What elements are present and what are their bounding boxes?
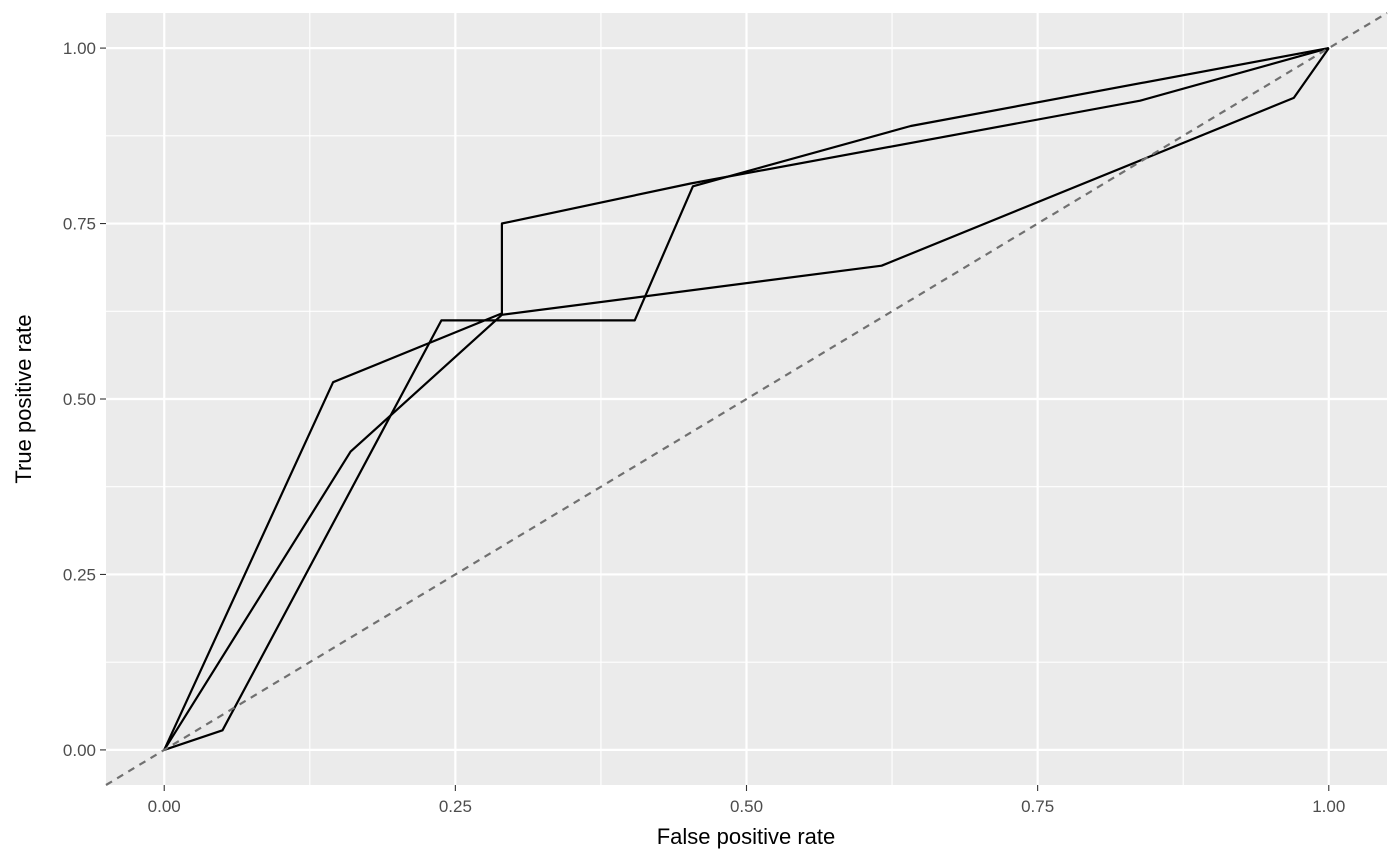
x-tick-label: 0.50	[730, 797, 763, 816]
y-tick-label: 0.75	[63, 215, 96, 234]
x-axis-ticks: 0.00 0.25 0.50 0.75 1.00	[148, 785, 1345, 816]
y-tick-label: 0.50	[63, 390, 96, 409]
y-tick-label: 0.25	[63, 565, 96, 584]
y-tick-label: 1.00	[63, 39, 96, 58]
roc-curves	[163, 47, 1330, 751]
roc-curve-2	[163, 47, 1330, 751]
y-tick-label: 0.00	[63, 741, 96, 760]
y-axis-title: True positive rate	[11, 314, 36, 483]
x-axis-title: False positive rate	[657, 824, 836, 849]
x-tick-label: 0.25	[439, 797, 472, 816]
roc-curve-3	[163, 47, 1330, 751]
y-axis-ticks: 0.00 0.25 0.50 0.75 1.00	[63, 39, 106, 760]
x-tick-label: 0.00	[148, 797, 181, 816]
diagonal-reference	[105, 12, 1388, 786]
x-tick-label: 0.75	[1021, 797, 1054, 816]
diagonal-reference-line	[105, 12, 1388, 786]
x-tick-label: 1.00	[1312, 797, 1345, 816]
roc-curve-1	[163, 47, 1330, 751]
